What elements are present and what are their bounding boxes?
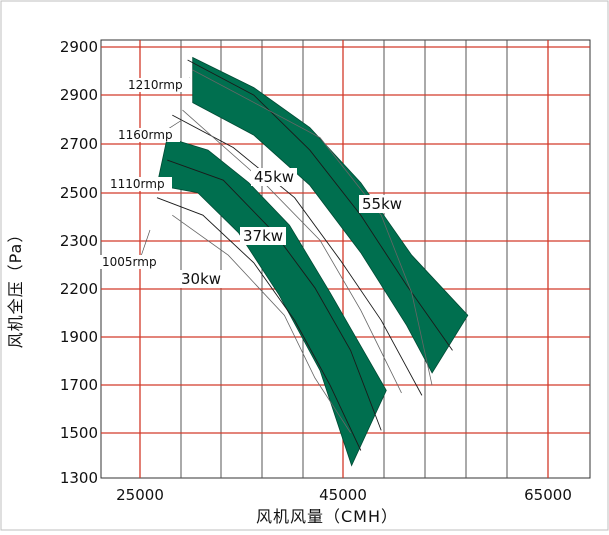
power-label-55kw: 55kw [362, 195, 402, 213]
power-label-bg [251, 168, 297, 186]
power-label-bg [178, 270, 224, 288]
y-axis-label: 风机全压（Pa） [6, 225, 25, 349]
speed-label-1210rmp: 1210rmp [128, 78, 183, 92]
y-tick-label: 2900 [59, 38, 98, 56]
y-tick-label: 2700 [59, 135, 98, 153]
y-tick-label: 2200 [59, 280, 98, 298]
speed-curve-1160rmp [172, 114, 423, 396]
y-tick-label: 2900 [59, 86, 98, 104]
x-tick-label: 25000 [116, 486, 164, 504]
speed-curve-1210rmp [187, 59, 453, 351]
power-band-55kw [192, 56, 469, 374]
y-tick-label: 1900 [59, 328, 98, 346]
y-tick-label: 1300 [59, 469, 98, 487]
speed-label-1160rmp: 1160rmp [118, 128, 173, 142]
power-label-30kw: 30kw [181, 270, 221, 288]
y-tick-label: 1500 [59, 424, 98, 442]
power-label-45kw: 45kw [254, 168, 294, 186]
y-tick-label: 2300 [59, 232, 98, 250]
power-line-45kw [182, 109, 402, 394]
power-line-30kw [172, 214, 351, 434]
speed-label-1005rmp: 1005rmp [102, 255, 157, 269]
y-tick-label: 2500 [59, 184, 98, 202]
x-axis-label: 风机风量（CMH） [255, 507, 399, 526]
speed-label-1110rmp: 1110rmp [110, 177, 165, 191]
power-label-bg [359, 195, 405, 213]
speed-label-bg [108, 177, 172, 191]
x-tick-label: 45000 [319, 486, 367, 504]
power-label-bg [240, 227, 286, 245]
speed-label-bg [126, 78, 190, 92]
x-tick-label: 65000 [524, 486, 572, 504]
speed-label-bg [116, 128, 180, 142]
power-label-37kw: 37kw [243, 227, 283, 245]
speed-curve-1005rmp [156, 197, 362, 451]
speed-curve-1110rmp [167, 159, 382, 431]
speed-label-bg [100, 255, 164, 269]
power-line-55kw [192, 69, 433, 386]
y-tick-label: 1700 [59, 376, 98, 394]
